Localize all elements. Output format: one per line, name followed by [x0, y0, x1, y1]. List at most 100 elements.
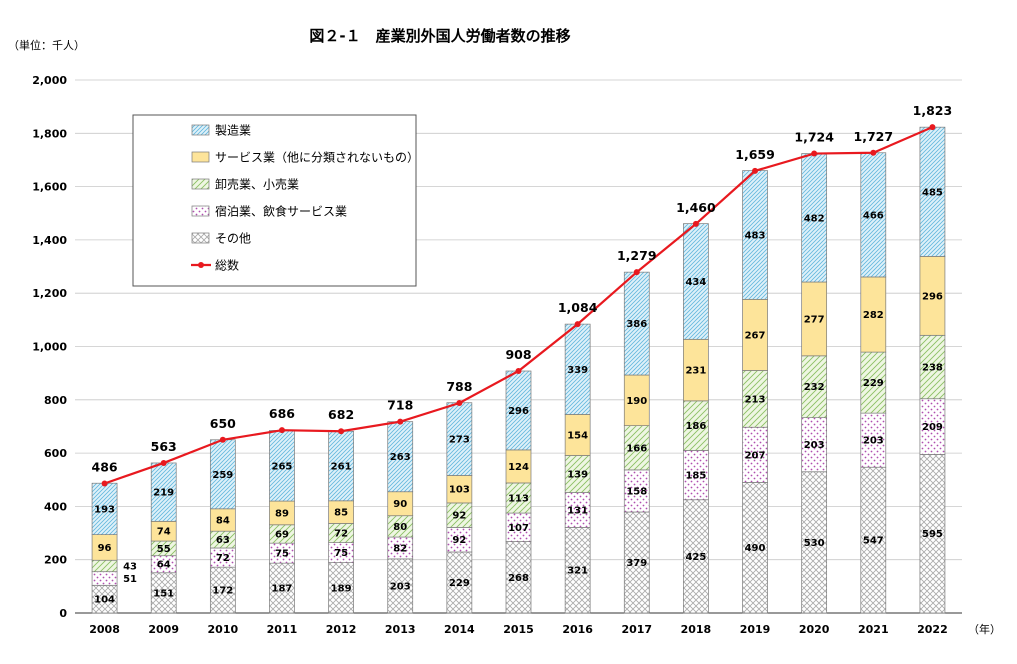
y-tick-label: 2,000	[32, 74, 67, 87]
segment-value-label: 485	[922, 187, 943, 198]
x-tick-label: 2017	[621, 623, 652, 636]
segment-value-label: 166	[626, 443, 647, 454]
segment-value-label: 207	[745, 450, 766, 461]
segment-value-label: 92	[452, 511, 466, 522]
x-tick-label: 2014	[444, 623, 475, 636]
total-value-label: 686	[269, 406, 295, 421]
segment-value-label: 229	[863, 378, 884, 389]
total-value-label: 788	[446, 379, 472, 394]
segment-value-label: 231	[685, 366, 706, 377]
segment-value-label: 172	[212, 586, 233, 597]
legend-box	[132, 114, 417, 287]
legend-label: サービス業（他に分類されないもの）	[215, 151, 419, 165]
bar-segment	[860, 412, 887, 468]
bar-segment	[860, 152, 887, 278]
segment-value-label: 92	[452, 535, 466, 546]
bar-segment	[209, 566, 236, 614]
segment-value-label: 339	[567, 365, 588, 376]
total-value-label: 650	[210, 416, 236, 431]
segment-value-label: 203	[804, 440, 825, 451]
segment-value-label: 386	[626, 319, 647, 330]
segment-value-label: 213	[745, 394, 766, 405]
bar-segment	[446, 502, 473, 528]
bar-segment	[860, 466, 887, 614]
segment-value-label: 483	[745, 230, 766, 241]
segment-value-label: 113	[508, 494, 529, 505]
bar-segment	[446, 551, 473, 614]
y-axis: 0 200 400 600 800 1,000 1,200 1,400 1,600 1,800 2,…	[32, 74, 67, 620]
bar-segment	[919, 334, 946, 400]
total-point	[101, 480, 108, 487]
bar-segment	[919, 256, 946, 336]
legend-swatch	[191, 178, 210, 190]
segment-value-label: 55	[157, 544, 171, 555]
segment-value-label: 203	[390, 581, 411, 592]
total-point	[338, 428, 345, 435]
bar-segment	[801, 471, 828, 614]
y-tick-label: 1,800	[32, 127, 67, 140]
total-value-label: 718	[387, 398, 413, 413]
segment-value-label: 158	[626, 486, 647, 497]
segment-value-label: 238	[922, 363, 943, 374]
bar-segment	[91, 482, 118, 535]
segment-value-label: 203	[863, 436, 884, 447]
x-tick-label: 2020	[799, 623, 830, 636]
segment-value-label: 96	[98, 543, 112, 554]
bar-segment	[623, 511, 650, 614]
bar-segment	[919, 126, 946, 257]
bar-segment	[446, 475, 473, 504]
bar-segment	[505, 370, 532, 451]
segment-value-label: 267	[745, 330, 766, 341]
bar-segment	[505, 512, 532, 542]
segment-value-label: 482	[804, 213, 825, 224]
unit-label: （単位：千人）	[8, 38, 85, 52]
x-tick-label: 2016	[562, 623, 593, 636]
bar-segment	[446, 527, 473, 553]
segment-value-label: 124	[508, 462, 529, 473]
segment-value-label: 187	[272, 584, 293, 595]
total-point	[278, 427, 285, 434]
legend-label: 製造業	[215, 124, 251, 138]
segment-value-label: 232	[804, 382, 825, 393]
bar-segment	[150, 572, 177, 614]
total-value-label: 1,727	[854, 129, 894, 144]
total-point	[515, 368, 522, 375]
segment-value-label: 282	[863, 310, 884, 321]
legend-label: 総数	[215, 258, 239, 273]
total-value-label: 1,823	[913, 103, 953, 118]
y-tick-label: 600	[44, 447, 67, 460]
total-point	[929, 124, 936, 131]
segment-value-label: 69	[275, 529, 289, 540]
segment-value-label: 185	[685, 471, 706, 482]
x-tick-label: 2021	[858, 623, 889, 636]
bar-segment	[328, 562, 354, 614]
x-tick-label: 2010	[208, 623, 239, 636]
segment-value-label: 154	[567, 430, 588, 441]
bars: 104 51 43 96 193 151 64 55 74 219 172 72 63 84 259 187 7…	[91, 126, 946, 614]
segment-value-label: 64	[157, 560, 171, 571]
y-tick-label: 200	[44, 554, 67, 567]
bar-segment	[269, 562, 295, 614]
bar-segment	[683, 223, 709, 340]
x-tick-label: 2012	[326, 623, 357, 636]
bar-segment	[564, 455, 591, 493]
segment-value-label: 268	[508, 573, 529, 584]
segment-value-label: 90	[393, 499, 407, 510]
segment-value-label: 265	[272, 461, 293, 472]
segment-value-label: 277	[804, 314, 825, 325]
bar-segment	[150, 462, 177, 522]
segment-value-label: 74	[157, 527, 171, 538]
bar-segment	[742, 482, 768, 614]
bar-segment	[623, 469, 650, 513]
segment-value-label: 379	[626, 558, 647, 569]
x-tick-label: 2018	[681, 623, 712, 636]
bar-segment	[505, 541, 532, 614]
bar-segment	[387, 558, 414, 614]
bar-segment	[683, 450, 709, 501]
bar-segment	[742, 426, 768, 483]
segment-value-label: 595	[922, 529, 943, 540]
segment-value-label: 259	[212, 470, 233, 481]
segment-value-label: 321	[567, 566, 588, 577]
x-tick-label: 2013	[385, 623, 416, 636]
